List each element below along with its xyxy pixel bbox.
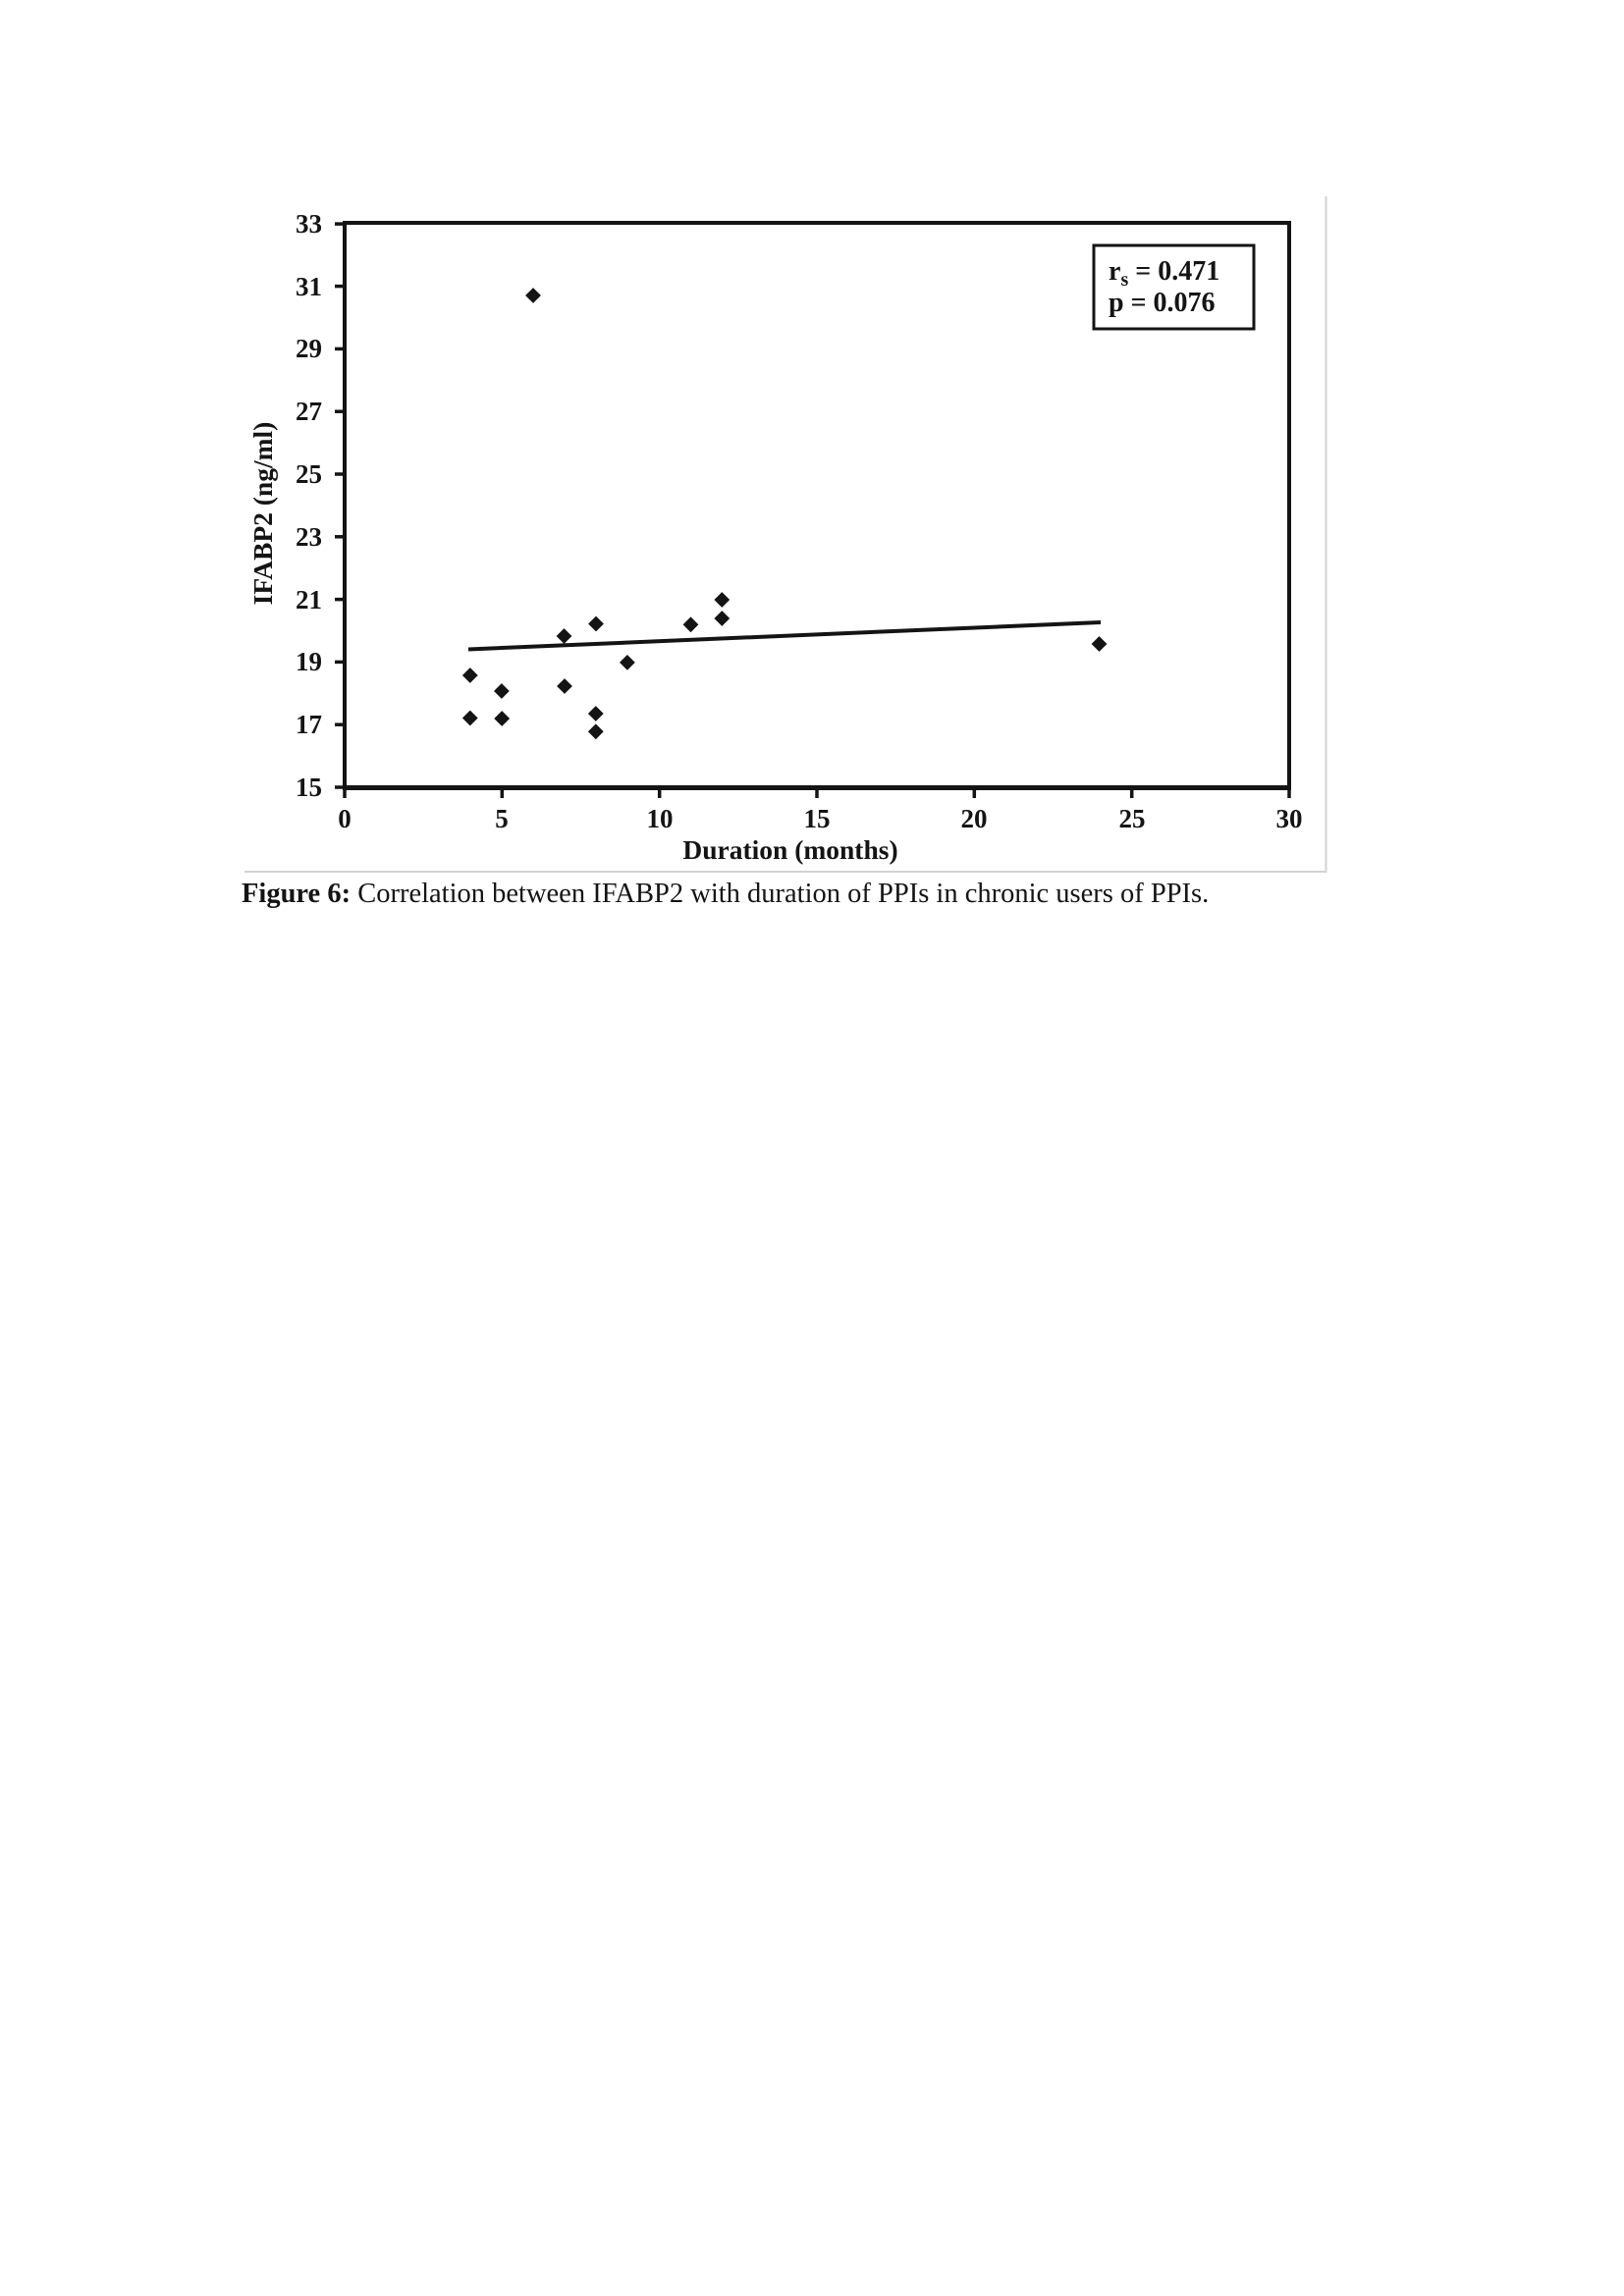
svg-text:p = 0.076: p = 0.076 xyxy=(1109,288,1216,318)
svg-text:0: 0 xyxy=(338,804,352,833)
svg-text:21: 21 xyxy=(296,585,322,614)
svg-text:19: 19 xyxy=(296,647,322,676)
svg-text:15: 15 xyxy=(804,804,831,833)
svg-text:27: 27 xyxy=(296,397,322,426)
svg-text:31: 31 xyxy=(296,272,322,301)
svg-text:23: 23 xyxy=(296,522,322,552)
svg-text:29: 29 xyxy=(296,334,322,363)
svg-text:rs = 0.471: rs = 0.471 xyxy=(1109,256,1219,291)
svg-text:20: 20 xyxy=(961,804,988,833)
svg-text:10: 10 xyxy=(647,804,674,833)
svg-text:25: 25 xyxy=(1119,804,1146,833)
svg-text:30: 30 xyxy=(1276,804,1303,833)
svg-text:25: 25 xyxy=(296,459,322,489)
svg-text:33: 33 xyxy=(296,209,322,239)
svg-text:17: 17 xyxy=(296,710,322,739)
svg-text:5: 5 xyxy=(495,804,509,833)
svg-text:IFABP2 (ng/ml): IFABP2 (ng/ml) xyxy=(247,422,278,606)
svg-text:Duration (months): Duration (months) xyxy=(682,834,897,865)
svg-text:15: 15 xyxy=(296,773,322,802)
